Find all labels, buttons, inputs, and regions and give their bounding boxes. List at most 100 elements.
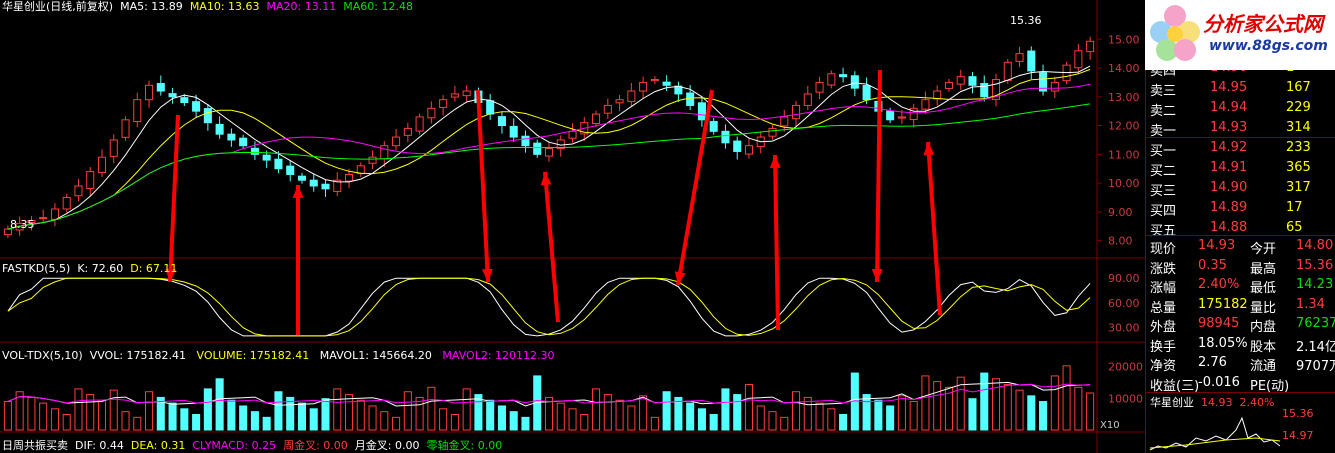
candle-body[interactable] bbox=[380, 145, 389, 160]
volume-bar[interactable] bbox=[709, 414, 718, 431]
candle-body[interactable] bbox=[180, 97, 189, 104]
volume-bar[interactable] bbox=[768, 411, 777, 431]
volume-bar[interactable] bbox=[744, 383, 754, 431]
volume-bar[interactable] bbox=[133, 416, 142, 431]
volume-bar[interactable] bbox=[380, 411, 389, 431]
volume-bar[interactable] bbox=[192, 414, 201, 431]
candle-body[interactable] bbox=[439, 99, 448, 108]
volume-bar[interactable] bbox=[333, 388, 342, 431]
volume-bar[interactable] bbox=[921, 375, 930, 431]
candle-body[interactable] bbox=[486, 100, 495, 115]
volume-bar[interactable] bbox=[1050, 375, 1059, 431]
volume-bar[interactable] bbox=[874, 399, 883, 431]
candle-body[interactable] bbox=[1003, 61, 1012, 81]
volume-bar[interactable] bbox=[462, 388, 471, 431]
volume-bar[interactable] bbox=[697, 408, 706, 431]
candle-body[interactable] bbox=[709, 121, 718, 132]
candle-body[interactable] bbox=[450, 93, 459, 98]
candle-body[interactable] bbox=[133, 99, 142, 123]
volume-bar[interactable] bbox=[639, 395, 648, 431]
volume-bar[interactable] bbox=[909, 401, 918, 431]
candle-body[interactable] bbox=[968, 76, 977, 86]
volume-bar[interactable] bbox=[886, 405, 895, 431]
candle-body[interactable] bbox=[321, 183, 330, 190]
volume-bar[interactable] bbox=[439, 408, 448, 431]
candle-body[interactable] bbox=[39, 217, 48, 220]
candle-body[interactable] bbox=[427, 107, 436, 119]
volume-bar[interactable] bbox=[803, 396, 812, 431]
candle-body[interactable] bbox=[192, 101, 201, 112]
volume-bar[interactable] bbox=[1015, 389, 1024, 431]
volume-bar[interactable] bbox=[427, 386, 436, 431]
candle-body[interactable] bbox=[827, 73, 836, 86]
volume-bar[interactable] bbox=[686, 402, 695, 431]
volume-bar[interactable] bbox=[615, 399, 624, 431]
volume-bar[interactable] bbox=[556, 402, 565, 431]
volume-bar[interactable] bbox=[156, 396, 165, 431]
candle-body[interactable] bbox=[780, 116, 789, 127]
volume-bar[interactable] bbox=[968, 398, 977, 431]
candle-body[interactable] bbox=[50, 208, 59, 220]
volume-bar[interactable] bbox=[368, 405, 377, 431]
volume-bar[interactable] bbox=[944, 386, 953, 431]
volume-bar[interactable] bbox=[897, 395, 906, 431]
volume-bar[interactable] bbox=[74, 388, 83, 431]
volume-bar[interactable] bbox=[1039, 401, 1048, 431]
volume-bar[interactable] bbox=[592, 388, 601, 431]
candle-body[interactable] bbox=[74, 185, 83, 197]
volume-bar[interactable] bbox=[121, 411, 130, 431]
candle-body[interactable] bbox=[227, 133, 236, 141]
candle-body[interactable] bbox=[1027, 50, 1036, 72]
candle-body[interactable] bbox=[615, 99, 624, 104]
candle-body[interactable] bbox=[86, 171, 95, 190]
candle-body[interactable] bbox=[297, 175, 306, 181]
candle-body[interactable] bbox=[639, 81, 648, 92]
candle-body[interactable] bbox=[1086, 40, 1095, 53]
volume-bar[interactable] bbox=[145, 391, 154, 431]
volume-bar[interactable] bbox=[344, 394, 354, 431]
candle-body[interactable] bbox=[1039, 72, 1048, 92]
volume-bar[interactable] bbox=[450, 414, 459, 431]
candle-body[interactable] bbox=[921, 99, 930, 110]
volume-bar[interactable] bbox=[62, 414, 71, 431]
volume-bar[interactable] bbox=[980, 372, 989, 431]
candle-body[interactable] bbox=[909, 107, 918, 121]
volume-bar[interactable] bbox=[756, 405, 765, 431]
volume-bar[interactable] bbox=[1086, 392, 1095, 431]
volume-bar[interactable] bbox=[3, 401, 12, 431]
volume-bar[interactable] bbox=[109, 389, 118, 431]
volume-bar[interactable] bbox=[650, 416, 659, 431]
volume-bar[interactable] bbox=[97, 399, 107, 431]
candle-body[interactable] bbox=[156, 83, 165, 92]
volume-bar[interactable] bbox=[168, 402, 177, 431]
kline-chart[interactable]: 15.00 14.00 13.00 12.00 11.00 10.00 9.00 8.00 90… bbox=[0, 0, 1145, 453]
volume-bar[interactable] bbox=[39, 402, 48, 431]
volume-bar[interactable] bbox=[27, 396, 36, 431]
candle-body[interactable] bbox=[250, 147, 259, 155]
candle-body[interactable] bbox=[980, 83, 989, 98]
volume-bar[interactable] bbox=[239, 405, 248, 431]
volume-bar[interactable] bbox=[662, 391, 671, 431]
candle-body[interactable] bbox=[497, 116, 506, 127]
candle-body[interactable] bbox=[768, 127, 777, 137]
volume-bar[interactable] bbox=[1062, 365, 1071, 431]
candle-body[interactable] bbox=[592, 113, 601, 125]
candle-body[interactable] bbox=[944, 81, 953, 89]
candle-body[interactable] bbox=[344, 173, 354, 182]
volume-bar[interactable] bbox=[839, 414, 848, 431]
candle-body[interactable] bbox=[933, 90, 942, 100]
candle-body[interactable] bbox=[109, 139, 118, 157]
candle-body[interactable] bbox=[333, 179, 342, 192]
volume-bar[interactable] bbox=[780, 416, 789, 431]
mini-intraday-chart[interactable] bbox=[1146, 408, 1335, 453]
volume-bar[interactable] bbox=[862, 394, 871, 431]
candle-body[interactable] bbox=[403, 127, 412, 136]
volume-bar[interactable] bbox=[15, 391, 24, 431]
candle-body[interactable] bbox=[733, 140, 742, 152]
volume-bar[interactable] bbox=[509, 411, 518, 431]
candle-body[interactable] bbox=[262, 154, 271, 161]
volume-bar[interactable] bbox=[580, 414, 589, 431]
volume-bar[interactable] bbox=[274, 391, 283, 431]
candle-body[interactable] bbox=[721, 130, 730, 144]
volume-bar[interactable] bbox=[627, 405, 636, 431]
